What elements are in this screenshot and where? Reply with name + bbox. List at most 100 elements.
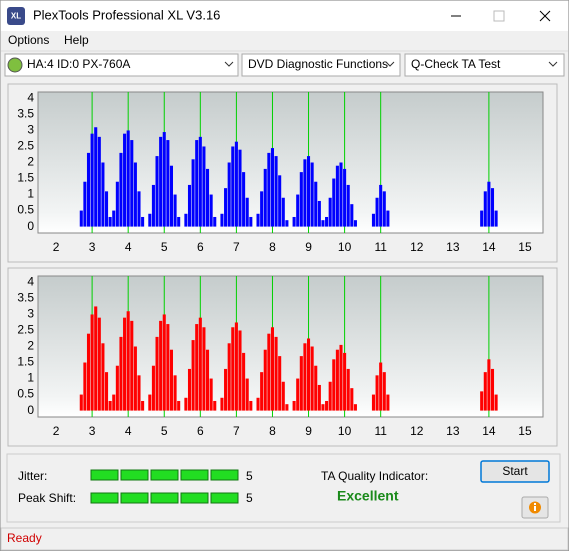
histogram-bar <box>480 210 484 227</box>
level-segment <box>150 492 179 504</box>
test-select-text: Q-Check TA Test <box>411 57 501 71</box>
x-tick-label: 15 <box>518 424 532 438</box>
histogram-bar <box>133 162 137 227</box>
histogram-bar <box>166 140 170 227</box>
drive-icon <box>7 57 23 73</box>
y-tick-label: 2.5 <box>17 139 34 153</box>
histogram-bar <box>314 181 318 227</box>
histogram-bar <box>281 381 285 411</box>
y-tick-label: 3.5 <box>17 291 34 305</box>
histogram-bar <box>256 397 260 411</box>
menu-help[interactable]: Help <box>64 33 89 47</box>
histogram-bar <box>339 344 343 411</box>
y-tick-label: 1.5 <box>17 355 34 369</box>
peak-shift-value: 5 <box>246 491 253 505</box>
histogram-bar <box>480 391 484 411</box>
histogram-bar <box>483 191 487 227</box>
histogram-bar <box>119 152 123 227</box>
histogram-bar <box>328 197 332 227</box>
histogram-bar <box>173 194 177 227</box>
drive-select[interactable] <box>4 53 239 77</box>
x-tick-label: 9 <box>305 424 312 438</box>
histogram-bar <box>169 165 173 227</box>
y-tick-label: 3.5 <box>17 107 34 121</box>
histogram-bar <box>123 133 127 227</box>
histogram-bar <box>94 127 98 227</box>
histogram-bar <box>285 404 289 411</box>
x-tick-label: 15 <box>518 240 532 254</box>
function-select[interactable] <box>241 53 401 77</box>
menu-options[interactable]: Options <box>8 33 49 47</box>
level-segment <box>180 492 209 504</box>
histogram-bar <box>332 359 336 411</box>
x-tick-label: 2 <box>53 424 60 438</box>
histogram-bar <box>296 378 300 411</box>
histogram-bar <box>375 375 379 411</box>
x-tick-label: 3 <box>89 424 96 438</box>
chevron <box>548 61 558 67</box>
y-tick-label: 4 <box>27 91 34 105</box>
histogram-bar <box>256 213 260 227</box>
x-tick-label: 12 <box>410 240 424 254</box>
x-tick-label: 11 <box>374 424 387 438</box>
histogram-bar <box>184 213 188 227</box>
histogram-bar <box>270 148 274 227</box>
histogram-bar <box>335 165 339 227</box>
x-tick-label: 10 <box>338 424 352 438</box>
histogram-bar <box>206 349 210 411</box>
histogram-bar <box>151 365 155 411</box>
histogram-bar <box>353 404 357 411</box>
histogram-bar <box>83 181 87 227</box>
histogram-bar <box>108 400 112 411</box>
histogram-bar <box>227 343 231 411</box>
x-tick-label: 8 <box>269 424 276 438</box>
level-segment <box>120 469 149 481</box>
x-tick-label: 8 <box>269 240 276 254</box>
histogram-bar <box>321 220 325 227</box>
histogram-bar <box>159 136 163 227</box>
start-button[interactable] <box>480 460 550 483</box>
histogram-bar <box>231 327 235 411</box>
histogram-bar <box>494 210 498 227</box>
histogram-bar <box>490 368 495 411</box>
x-tick-label: 4 <box>125 240 132 254</box>
histogram-bar <box>105 372 109 411</box>
level-segment <box>210 469 239 481</box>
histogram-bar <box>267 152 271 227</box>
function-select-text: DVD Diagnostic Functions <box>248 57 388 71</box>
histogram-bar <box>130 140 134 227</box>
histogram-bar <box>115 365 119 411</box>
histogram-bar <box>90 133 94 227</box>
histogram-bar <box>371 213 375 227</box>
histogram-bar <box>101 162 105 227</box>
histogram-bar <box>307 156 311 227</box>
histogram-bar <box>119 336 123 411</box>
x-tick-label: 6 <box>197 424 204 438</box>
histogram-bar <box>343 168 347 227</box>
histogram-bar <box>242 172 246 227</box>
maximize-button[interactable] <box>493 10 505 22</box>
histogram-bar <box>224 188 228 227</box>
histogram-bar <box>97 136 101 227</box>
histogram-bar <box>86 333 91 411</box>
histogram-bar <box>231 146 235 227</box>
histogram-bar <box>375 197 379 227</box>
x-tick-label: 5 <box>161 240 168 254</box>
histogram-bar <box>191 340 195 411</box>
histogram-bar <box>346 184 350 227</box>
histogram-bar <box>245 197 249 227</box>
histogram-bar <box>162 314 166 411</box>
histogram-bar <box>386 210 390 227</box>
close-button[interactable] <box>539 10 551 22</box>
histogram-bar <box>101 343 105 411</box>
test-select[interactable] <box>404 53 565 77</box>
histogram-bar <box>353 220 357 227</box>
histogram-bar <box>263 168 267 227</box>
app-icon <box>7 7 25 25</box>
histogram-bar <box>335 349 339 411</box>
window-title: PlexTools Professional XL V3.16 <box>33 7 220 22</box>
histogram-bar <box>310 162 314 227</box>
y-tick-label: 1.5 <box>17 171 34 185</box>
jitter-label: Jitter: <box>18 469 47 483</box>
